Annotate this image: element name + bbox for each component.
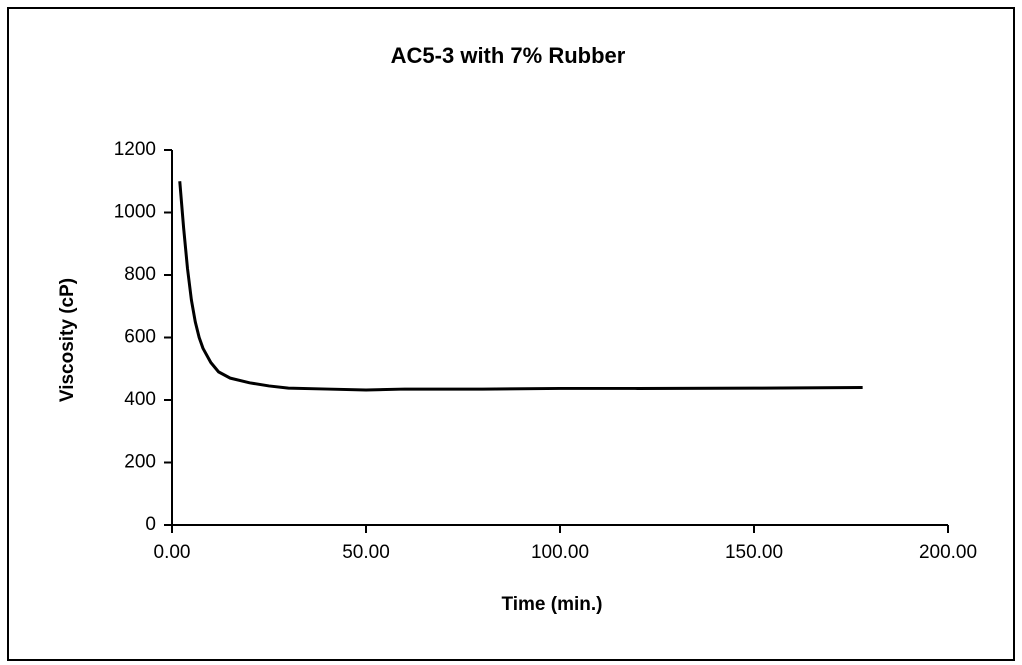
y-tick-label: 800: [124, 264, 156, 285]
x-tick-label: 0.00: [154, 542, 191, 563]
y-tick-label: 400: [124, 389, 156, 410]
x-tick-label: 200.00: [919, 542, 977, 563]
y-tick-label: 1200: [114, 139, 156, 160]
data-line: [178, 181, 863, 392]
chart-title: AC5-3 with 7% Rubber: [391, 43, 626, 68]
y-tick-label: 0: [145, 514, 156, 535]
chart-frame: [7, 7, 1015, 661]
y-tick-label: 600: [124, 327, 156, 348]
x-axis-title: Time (min.): [502, 594, 603, 615]
y-tick-label: 1000: [114, 202, 156, 223]
y-tick-label: 200: [124, 452, 156, 473]
x-tick-label: 150.00: [725, 542, 783, 563]
x-tick-label: 50.00: [342, 542, 390, 563]
x-tick-label: 100.00: [531, 542, 589, 563]
y-axis-title: Viscosity (cP): [57, 278, 78, 402]
